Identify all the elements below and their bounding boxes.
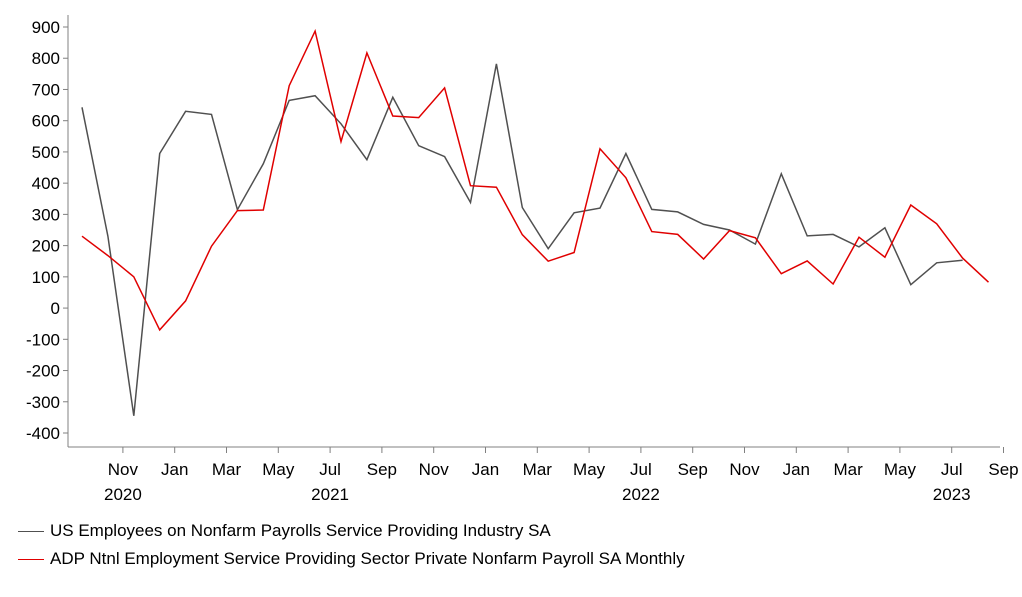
x-tick-label-month: May <box>262 460 295 479</box>
x-tick-label-year: 2023 <box>933 485 971 504</box>
legend-swatch-series-1 <box>18 530 44 532</box>
legend: US Employees on Nonfarm Payrolls Service… <box>18 517 685 573</box>
x-tick-label-year: 2020 <box>104 485 142 504</box>
x-tick-label-month: Jul <box>941 460 963 479</box>
y-tick-label: 500 <box>32 143 60 162</box>
x-tick-label-year: 2021 <box>311 485 349 504</box>
legend-item-series-1: US Employees on Nonfarm Payrolls Service… <box>18 517 685 545</box>
y-tick-label: 300 <box>32 205 60 224</box>
x-tick-label-month: Jan <box>472 460 499 479</box>
x-tick-label-month: Mar <box>212 460 242 479</box>
x-tick-label-month: Sep <box>988 460 1018 479</box>
y-tick-label: -200 <box>26 362 60 381</box>
x-tick-label-month: Mar <box>833 460 863 479</box>
x-tick-label-month: Nov <box>729 460 760 479</box>
y-tick-label: 800 <box>32 49 60 68</box>
x-tick-label-month: May <box>884 460 917 479</box>
x-tick-label-month: Nov <box>419 460 450 479</box>
y-tick-label: 200 <box>32 237 60 256</box>
legend-label-series-1: US Employees on Nonfarm Payrolls Service… <box>50 521 551 540</box>
chart-svg: 900 800 700 600 500 400 300 200 100 0 -100 -200 -300… <box>26 15 1019 504</box>
x-tick-label-month: Jan <box>783 460 810 479</box>
legend-swatch-series-2 <box>18 558 44 560</box>
x-tick-label-month: Jul <box>630 460 652 479</box>
legend-label-series-2: ADP Ntnl Employment Service Providing Se… <box>50 549 685 568</box>
y-tick-label: -300 <box>26 393 60 412</box>
y-tick-label: 400 <box>32 174 60 193</box>
x-tick-label-month: Sep <box>367 460 397 479</box>
y-tick-label: -400 <box>26 424 60 443</box>
y-tick-label: 700 <box>32 80 60 99</box>
legend-item-series-2: ADP Ntnl Employment Service Providing Se… <box>18 545 685 573</box>
series-line-2 <box>81 28 990 332</box>
y-tick-label: 900 <box>32 18 60 37</box>
series-line-1 <box>81 63 963 416</box>
y-tick-label: 0 <box>51 299 60 318</box>
plot-area <box>81 28 990 416</box>
x-tick-label-month: Jul <box>319 460 341 479</box>
y-axis: 900 800 700 600 500 400 300 200 100 0 -100 -200 -300… <box>26 15 69 447</box>
x-tick-label-year: 2022 <box>622 485 660 504</box>
x-tick-label-month: Sep <box>678 460 708 479</box>
x-tick-label-month: Mar <box>523 460 553 479</box>
y-tick-label: 600 <box>32 112 60 131</box>
y-tick-label: -100 <box>26 330 60 349</box>
y-tick-label: 100 <box>32 268 60 287</box>
x-tick-label-month: Nov <box>108 460 139 479</box>
x-tick-label-month: May <box>573 460 606 479</box>
x-tick-label-month: Jan <box>161 460 188 479</box>
x-axis: Nov 2020 Jan Mar May Jul 2021 Sep Nov Jan Mar May Ju… <box>68 446 1019 504</box>
